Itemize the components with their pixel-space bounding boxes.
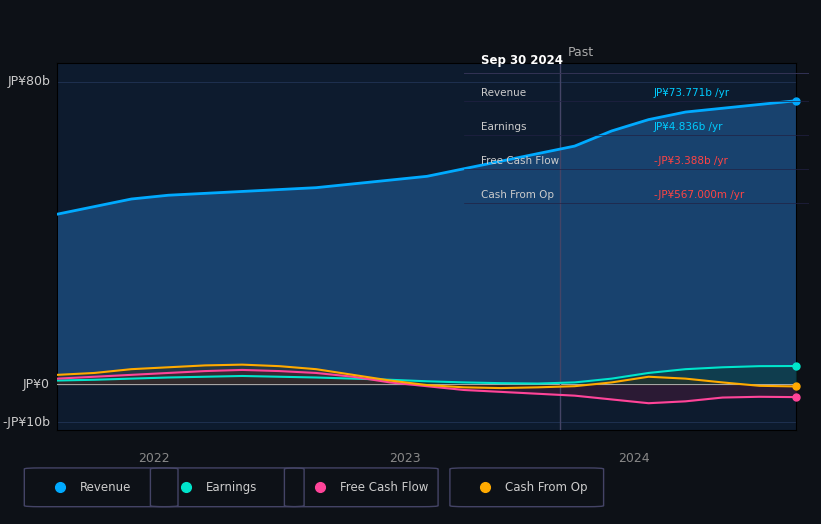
Text: 2023: 2023 xyxy=(389,452,420,465)
Text: Earnings: Earnings xyxy=(481,122,526,132)
Text: Revenue: Revenue xyxy=(80,481,131,494)
Text: JP¥73.771b /yr: JP¥73.771b /yr xyxy=(654,88,730,98)
Text: Free Cash Flow: Free Cash Flow xyxy=(481,156,559,166)
Text: Cash From Op: Cash From Op xyxy=(481,190,554,200)
Text: Free Cash Flow: Free Cash Flow xyxy=(340,481,428,494)
Text: Past: Past xyxy=(567,46,594,59)
Text: Revenue: Revenue xyxy=(481,88,526,98)
Text: -JP¥3.388b /yr: -JP¥3.388b /yr xyxy=(654,156,727,166)
Text: 2022: 2022 xyxy=(138,452,169,465)
Text: 2024: 2024 xyxy=(618,452,649,465)
Text: JP¥80b: JP¥80b xyxy=(7,75,50,88)
Text: Cash From Op: Cash From Op xyxy=(505,481,588,494)
Text: -JP¥10b: -JP¥10b xyxy=(2,416,50,429)
Text: JP¥0: JP¥0 xyxy=(23,378,50,391)
Text: -JP¥567.000m /yr: -JP¥567.000m /yr xyxy=(654,190,744,200)
Text: Earnings: Earnings xyxy=(205,481,257,494)
Text: Sep 30 2024: Sep 30 2024 xyxy=(481,54,563,67)
Text: JP¥4.836b /yr: JP¥4.836b /yr xyxy=(654,122,723,132)
